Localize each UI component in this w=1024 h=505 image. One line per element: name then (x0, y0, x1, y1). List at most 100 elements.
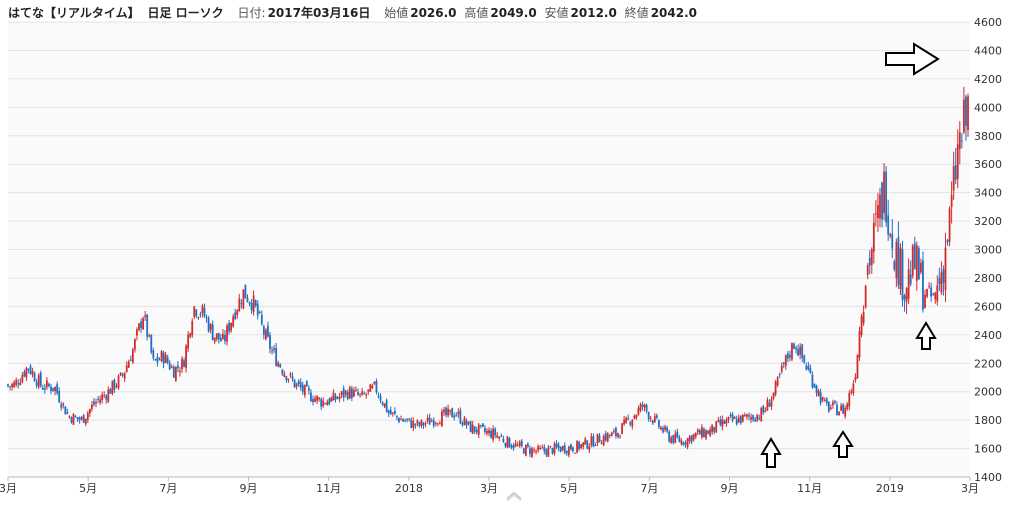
candle (477, 422, 480, 439)
candle (907, 258, 910, 305)
up-arrow-icon (832, 430, 854, 458)
candle (948, 206, 951, 247)
candle (350, 385, 353, 402)
candle (436, 422, 439, 427)
candle (643, 403, 646, 412)
candle (717, 417, 720, 423)
candle (743, 412, 746, 418)
candle (479, 424, 482, 429)
close-value: 2042.0 (650, 6, 697, 20)
candle (150, 334, 153, 355)
candle (527, 442, 529, 449)
candle (619, 434, 621, 439)
candle (93, 397, 95, 407)
candle (494, 427, 497, 439)
candle (148, 333, 151, 338)
candle (37, 373, 40, 390)
candle (371, 383, 374, 390)
candle (66, 408, 69, 415)
candle (737, 414, 740, 424)
candle (416, 419, 419, 427)
y-tick-label: 3600 (974, 158, 1002, 171)
candle (502, 435, 505, 443)
open-label: 始値 (384, 6, 409, 20)
candle (917, 245, 920, 280)
candle (829, 404, 832, 411)
candle (172, 364, 175, 378)
candle (879, 187, 881, 228)
candle (899, 243, 902, 296)
candle (396, 415, 398, 421)
candle (655, 413, 658, 420)
candle (940, 261, 943, 295)
candle (273, 344, 275, 354)
candle (84, 418, 87, 427)
y-tick-label: 2600 (974, 300, 1002, 313)
candle (666, 425, 669, 434)
y-tick-label: 1400 (974, 471, 1002, 484)
candle (285, 375, 288, 383)
candle (123, 372, 126, 382)
candle (305, 380, 308, 387)
candle (78, 416, 81, 424)
candle (696, 428, 699, 436)
candle (181, 356, 183, 374)
candle (586, 439, 589, 450)
scroll-up-handle[interactable] (505, 486, 523, 502)
candle (805, 362, 808, 371)
candle (795, 345, 797, 354)
candle (414, 423, 417, 429)
candle (475, 426, 478, 435)
candle (756, 413, 759, 423)
candle (287, 378, 290, 383)
candle (260, 310, 263, 326)
candle (664, 424, 666, 432)
candle (303, 384, 306, 398)
candle (412, 417, 415, 432)
candle (426, 414, 429, 424)
candle (246, 294, 249, 303)
candle (242, 289, 245, 310)
candle (60, 401, 63, 411)
candle (54, 386, 56, 396)
candle (293, 379, 296, 388)
candle (156, 353, 159, 367)
candle (748, 412, 750, 421)
candle (780, 362, 783, 374)
candle (91, 400, 93, 412)
candle (762, 404, 765, 415)
candle (193, 305, 196, 319)
candle (700, 424, 703, 440)
candle (574, 452, 576, 454)
candle (391, 412, 394, 417)
candle (860, 313, 863, 338)
candle (518, 439, 521, 448)
candle (197, 316, 200, 320)
up-arrow-icon (760, 437, 782, 468)
candle (164, 351, 167, 364)
candle (885, 166, 888, 227)
candle (328, 397, 331, 406)
close-label: 終値 (624, 6, 649, 20)
candle (713, 426, 716, 435)
candle (897, 221, 900, 289)
candle (782, 361, 785, 369)
candle (393, 407, 396, 416)
candle (913, 236, 916, 270)
candle (893, 259, 896, 272)
y-tick-label: 4400 (974, 44, 1002, 57)
candle (776, 376, 779, 388)
candle (678, 435, 681, 443)
candle (752, 414, 754, 422)
candle (430, 418, 433, 423)
candle (312, 395, 314, 406)
candle (265, 328, 267, 341)
candle (840, 402, 842, 412)
date-label: 日付: (237, 6, 266, 20)
candle (15, 377, 18, 388)
candle (610, 431, 613, 437)
candle (514, 439, 517, 448)
candle (797, 344, 800, 356)
chart-kind: 日足 ローソク (147, 6, 224, 20)
